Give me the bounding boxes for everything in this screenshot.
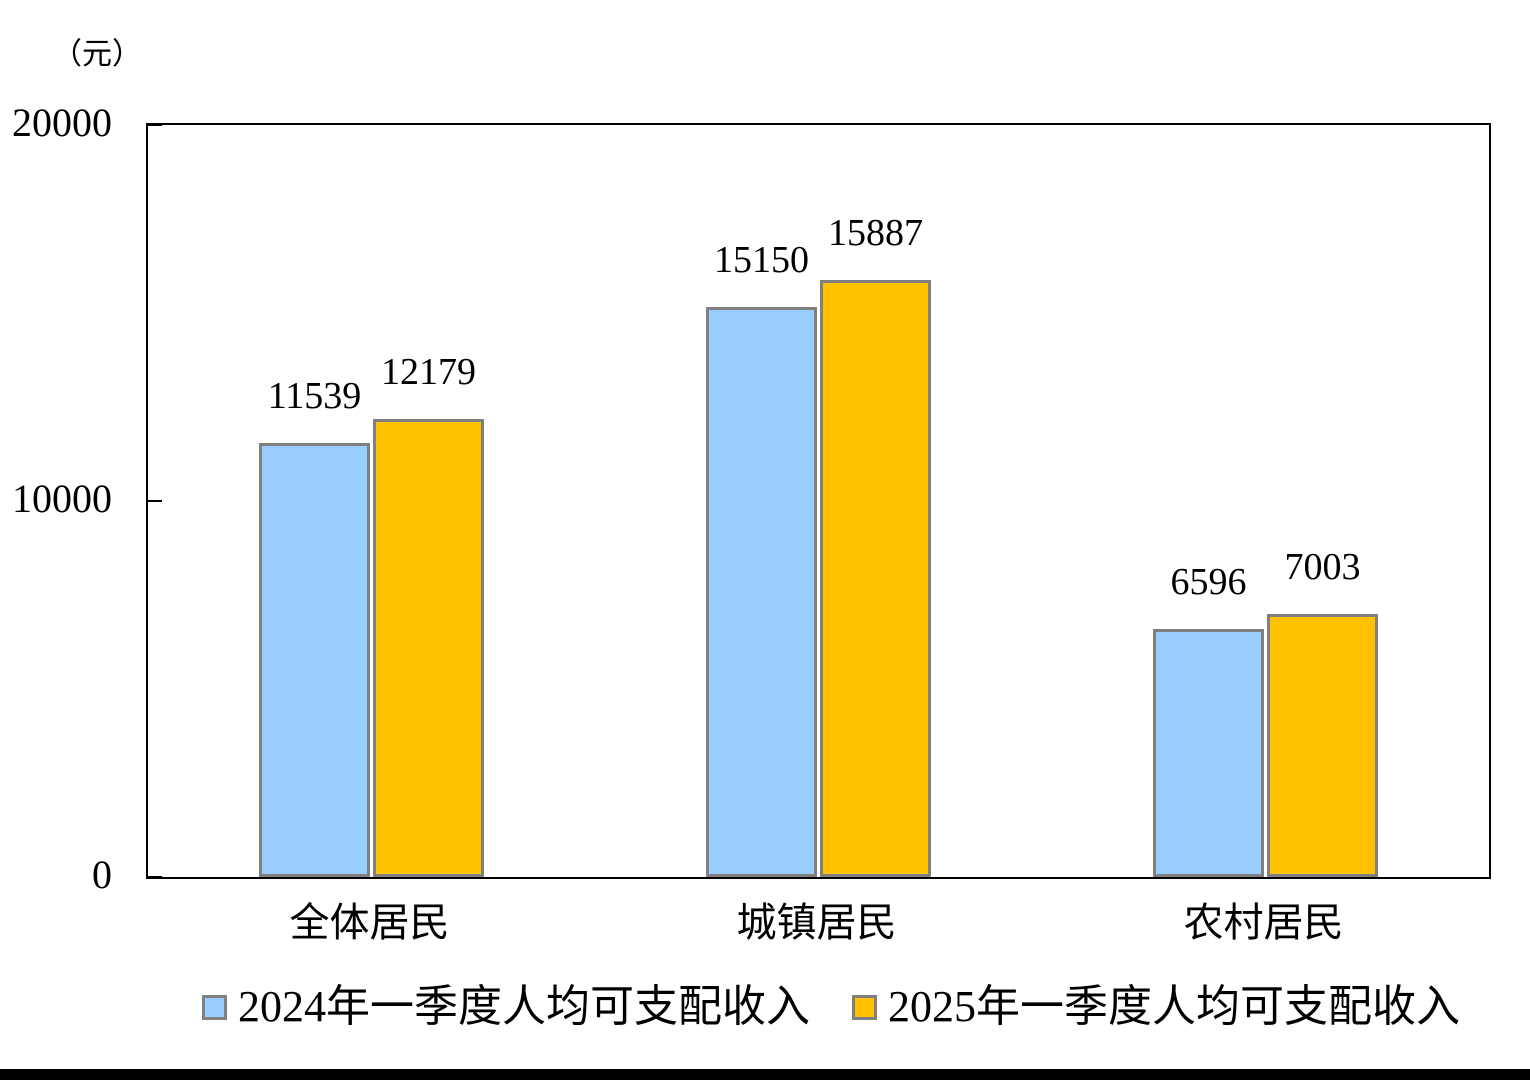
- y-axis-tick-mark: [148, 124, 162, 126]
- legend-swatch: [852, 994, 877, 1020]
- bar-value-label: 11539: [267, 375, 362, 418]
- legend-label: 2025年一季度人均可支配收入: [888, 982, 1460, 1031]
- legend-swatch: [202, 994, 227, 1020]
- bar-value-label: 15887: [828, 211, 923, 254]
- y-axis-unit-label: （元）: [52, 38, 142, 71]
- x-axis-category-label: 全体居民: [289, 900, 450, 945]
- bar-2024: [1153, 629, 1264, 877]
- page-bottom-border: [0, 1069, 1530, 1080]
- x-axis-category-label: 城镇居民: [736, 900, 897, 945]
- bar-2024: [706, 307, 817, 877]
- bar-value-label: 7003: [1284, 545, 1361, 588]
- y-axis-tick-label: 0: [92, 852, 112, 897]
- bar-2025: [1267, 613, 1378, 877]
- bar-2024: [259, 443, 370, 877]
- y-axis-tick-mark: [148, 500, 162, 502]
- x-axis-category-label: 农村居民: [1183, 900, 1344, 945]
- legend-item: 2025年一季度人均可支配收入: [852, 982, 1460, 1032]
- y-axis-tick-mark: [148, 876, 162, 878]
- bar-value-label: 15150: [714, 239, 809, 282]
- bar-2025: [373, 419, 484, 877]
- y-axis-tick-label: 20000: [12, 100, 112, 145]
- bar-value-label: 6596: [1170, 561, 1247, 603]
- y-axis-tick-label: 10000: [12, 476, 112, 521]
- bar-value-label: 12179: [381, 351, 476, 394]
- legend-label: 2024年一季度人均可支配收入: [238, 982, 810, 1031]
- bar-2025: [820, 279, 931, 877]
- plot-area: 11539 12179 15150 15887 6596 7003: [146, 123, 1491, 879]
- legend-item: 2024年一季度人均可支配收入: [202, 982, 810, 1032]
